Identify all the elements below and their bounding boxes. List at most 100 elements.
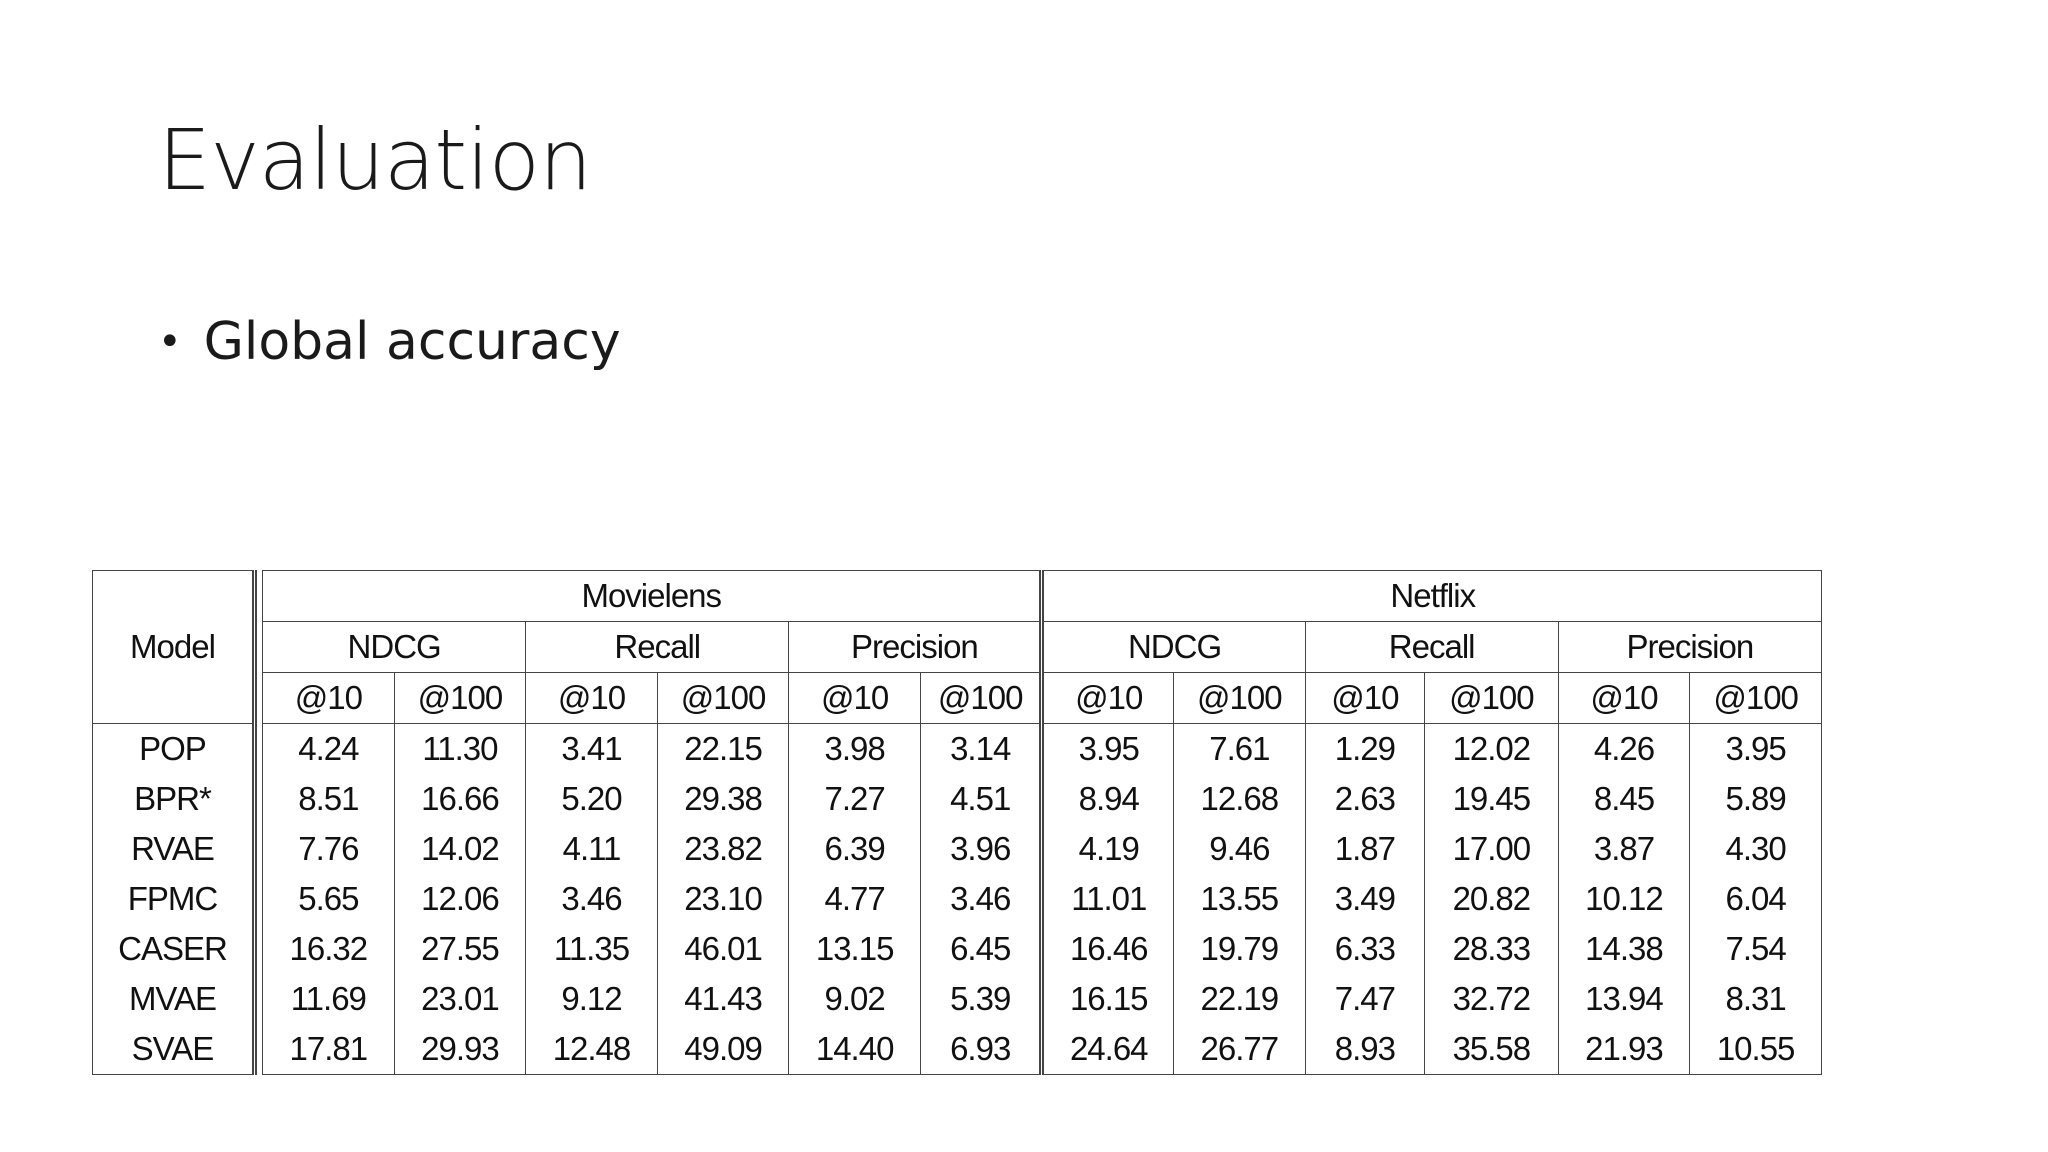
value-cell: 27.55 — [393, 924, 527, 974]
column-gap — [254, 724, 262, 775]
value-cell: 20.82 — [1424, 874, 1559, 924]
metric-header: NDCG — [1039, 621, 1306, 673]
table-row: FPMC 5.65 12.06 3.46 23.10 4.77 3.46 11.01 13.55… — [92, 874, 1822, 924]
column-gap — [254, 774, 262, 824]
table-row: POP 4.24 11.30 3.41 22.15 3.98 3.14 3.95 7.61 1.2… — [92, 723, 1822, 775]
value-cell: 10.12 — [1557, 874, 1691, 924]
table-row: RVAE 7.76 14.02 4.11 23.82 6.39 3.96 4.19 9.46 1.… — [92, 824, 1822, 874]
value-cell: 19.45 — [1424, 774, 1559, 824]
value-cell: 8.94 — [1039, 774, 1175, 824]
value-cell: 32.72 — [1424, 974, 1559, 1024]
value-cell: 6.33 — [1304, 924, 1426, 974]
value-cell: 14.40 — [788, 1024, 921, 1075]
cutoff-header: @10 — [525, 672, 658, 724]
cutoff-header: @100 — [919, 672, 1045, 724]
metric-header: NDCG — [262, 621, 527, 673]
value-cell: 19.79 — [1173, 924, 1306, 974]
cutoff-header: @10 — [1557, 672, 1691, 724]
value-cell: 4.24 — [262, 723, 395, 774]
column-gap — [254, 571, 262, 724]
value-cell: 3.49 — [1304, 874, 1426, 924]
cutoff-header: @100 — [1689, 672, 1822, 724]
column-gap — [254, 974, 262, 1024]
cutoff-header: @100 — [656, 672, 790, 724]
model-name-cell: RVAE — [92, 824, 257, 874]
value-cell: 12.02 — [1424, 723, 1559, 774]
table-row: SVAE 17.81 29.93 12.48 49.09 14.40 6.93 24.64 26… — [92, 1024, 1822, 1075]
value-cell: 17.00 — [1424, 824, 1559, 874]
value-cell: 14.38 — [1557, 924, 1691, 974]
value-cell: 3.46 — [525, 874, 658, 924]
cutoff-header: @10 — [1039, 672, 1175, 724]
value-cell: 26.77 — [1173, 1024, 1306, 1075]
value-cell: 8.45 — [1557, 774, 1691, 824]
value-cell: 7.27 — [788, 774, 921, 824]
table-row: BPR* 8.51 16.66 5.20 29.38 7.27 4.51 8.94 12.68 2… — [92, 774, 1822, 824]
value-cell: 13.15 — [788, 924, 921, 974]
column-gap — [254, 1024, 262, 1075]
value-cell: 4.51 — [919, 774, 1045, 824]
cutoff-header: @10 — [788, 672, 921, 724]
value-cell: 49.09 — [656, 1024, 790, 1075]
value-cell: 9.12 — [525, 974, 658, 1024]
value-cell: 24.64 — [1039, 1024, 1175, 1075]
slide-title: Evaluation — [158, 111, 592, 209]
value-cell: 8.93 — [1304, 1024, 1426, 1075]
value-cell: 4.30 — [1689, 824, 1822, 874]
value-cell: 29.38 — [656, 774, 790, 824]
model-name-cell: CASER — [92, 924, 257, 974]
dataset-header-netflix: Netflix — [1039, 570, 1822, 622]
value-cell: 7.61 — [1173, 723, 1306, 774]
value-cell: 7.54 — [1689, 924, 1822, 974]
value-cell: 3.98 — [788, 723, 921, 774]
value-cell: 22.19 — [1173, 974, 1306, 1024]
metric-header: Precision — [788, 621, 1045, 673]
metric-header: Recall — [525, 621, 790, 673]
value-cell: 12.06 — [393, 874, 527, 924]
value-cell: 11.30 — [393, 723, 527, 774]
value-cell: 5.89 — [1689, 774, 1822, 824]
metric-header: Recall — [1304, 621, 1559, 673]
bullet-text: Global accuracy — [203, 312, 621, 372]
value-cell: 21.93 — [1557, 1024, 1691, 1075]
value-cell: 35.58 — [1424, 1024, 1559, 1075]
value-cell: 14.02 — [393, 824, 527, 874]
value-cell: 3.41 — [525, 723, 658, 774]
value-cell: 12.68 — [1173, 774, 1306, 824]
value-cell: 41.43 — [656, 974, 790, 1024]
value-cell: 1.29 — [1304, 723, 1426, 774]
value-cell: 9.46 — [1173, 824, 1306, 874]
value-cell: 7.47 — [1304, 974, 1426, 1024]
value-cell: 7.76 — [262, 824, 395, 874]
value-cell: 6.39 — [788, 824, 921, 874]
value-cell: 29.93 — [393, 1024, 527, 1075]
model-name-cell: FPMC — [92, 874, 257, 924]
model-name-cell: MVAE — [92, 974, 257, 1024]
results-table: Model Movielens Netflix NDCG Recall Prec… — [92, 570, 1823, 1075]
value-cell: 5.20 — [525, 774, 658, 824]
bullet-item: • Global accuracy — [158, 316, 621, 368]
value-cell: 11.35 — [525, 924, 658, 974]
value-cell: 13.94 — [1557, 974, 1691, 1024]
bullet-dot-icon: • — [158, 319, 182, 365]
model-name-cell: SVAE — [92, 1024, 257, 1075]
value-cell: 12.48 — [525, 1024, 658, 1075]
results-table-container: Model Movielens Netflix NDCG Recall Prec… — [92, 570, 1823, 1075]
value-cell: 4.11 — [525, 824, 658, 874]
cutoff-header: @100 — [393, 672, 527, 724]
value-cell: 3.95 — [1689, 723, 1822, 774]
value-cell: 23.10 — [656, 874, 790, 924]
value-cell: 10.55 — [1689, 1024, 1822, 1075]
value-cell: 4.19 — [1039, 824, 1175, 874]
model-name-cell: POP — [92, 723, 257, 774]
cutoff-header: @100 — [1173, 672, 1306, 724]
value-cell: 3.95 — [1039, 723, 1175, 774]
value-cell: 4.77 — [788, 874, 921, 924]
table-row: CASER 16.32 27.55 11.35 46.01 13.15 6.45 16.46 1… — [92, 924, 1822, 974]
cutoff-header: @10 — [262, 672, 395, 724]
value-cell: 13.55 — [1173, 874, 1306, 924]
value-cell: 22.15 — [656, 723, 790, 774]
value-cell: 11.01 — [1039, 874, 1175, 924]
value-cell: 23.82 — [656, 824, 790, 874]
value-cell: 9.02 — [788, 974, 921, 1024]
